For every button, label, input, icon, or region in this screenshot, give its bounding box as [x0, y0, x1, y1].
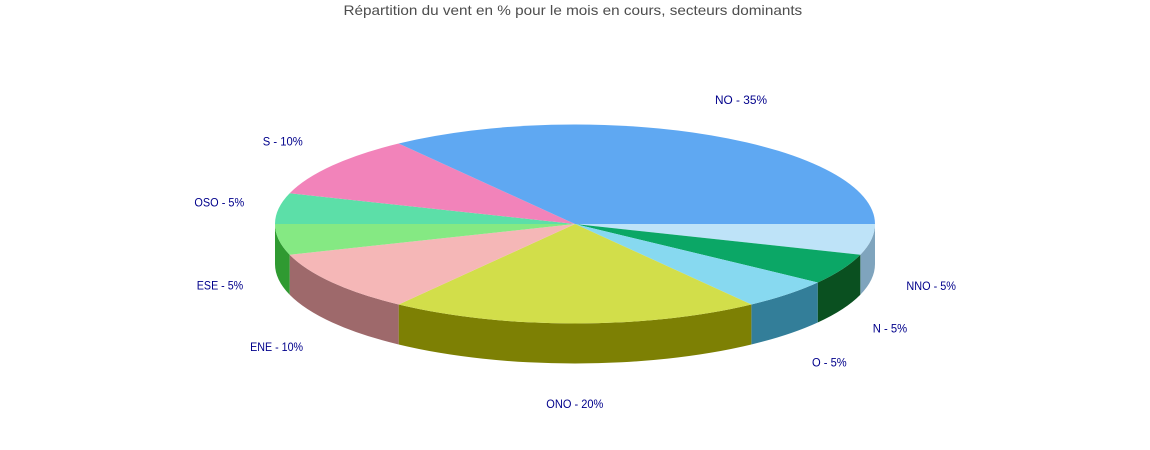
svg-text:Répartition du vent en % pour: Répartition du vent en % pour le mois en…: [344, 2, 803, 18]
svg-text:ENE - 10%: ENE - 10%: [250, 342, 303, 354]
svg-text:O - 5%: O - 5%: [812, 358, 847, 370]
svg-text:OSO - 5%: OSO - 5%: [194, 197, 244, 209]
svg-text:ONO - 20%: ONO - 20%: [546, 399, 603, 411]
svg-text:ESE - 5%: ESE - 5%: [197, 281, 243, 293]
svg-text:N - 5%: N - 5%: [873, 324, 907, 336]
svg-text:NO - 35%: NO - 35%: [715, 95, 767, 107]
svg-text:S - 10%: S - 10%: [263, 137, 303, 149]
svg-text:NNO - 5%: NNO - 5%: [906, 281, 956, 293]
